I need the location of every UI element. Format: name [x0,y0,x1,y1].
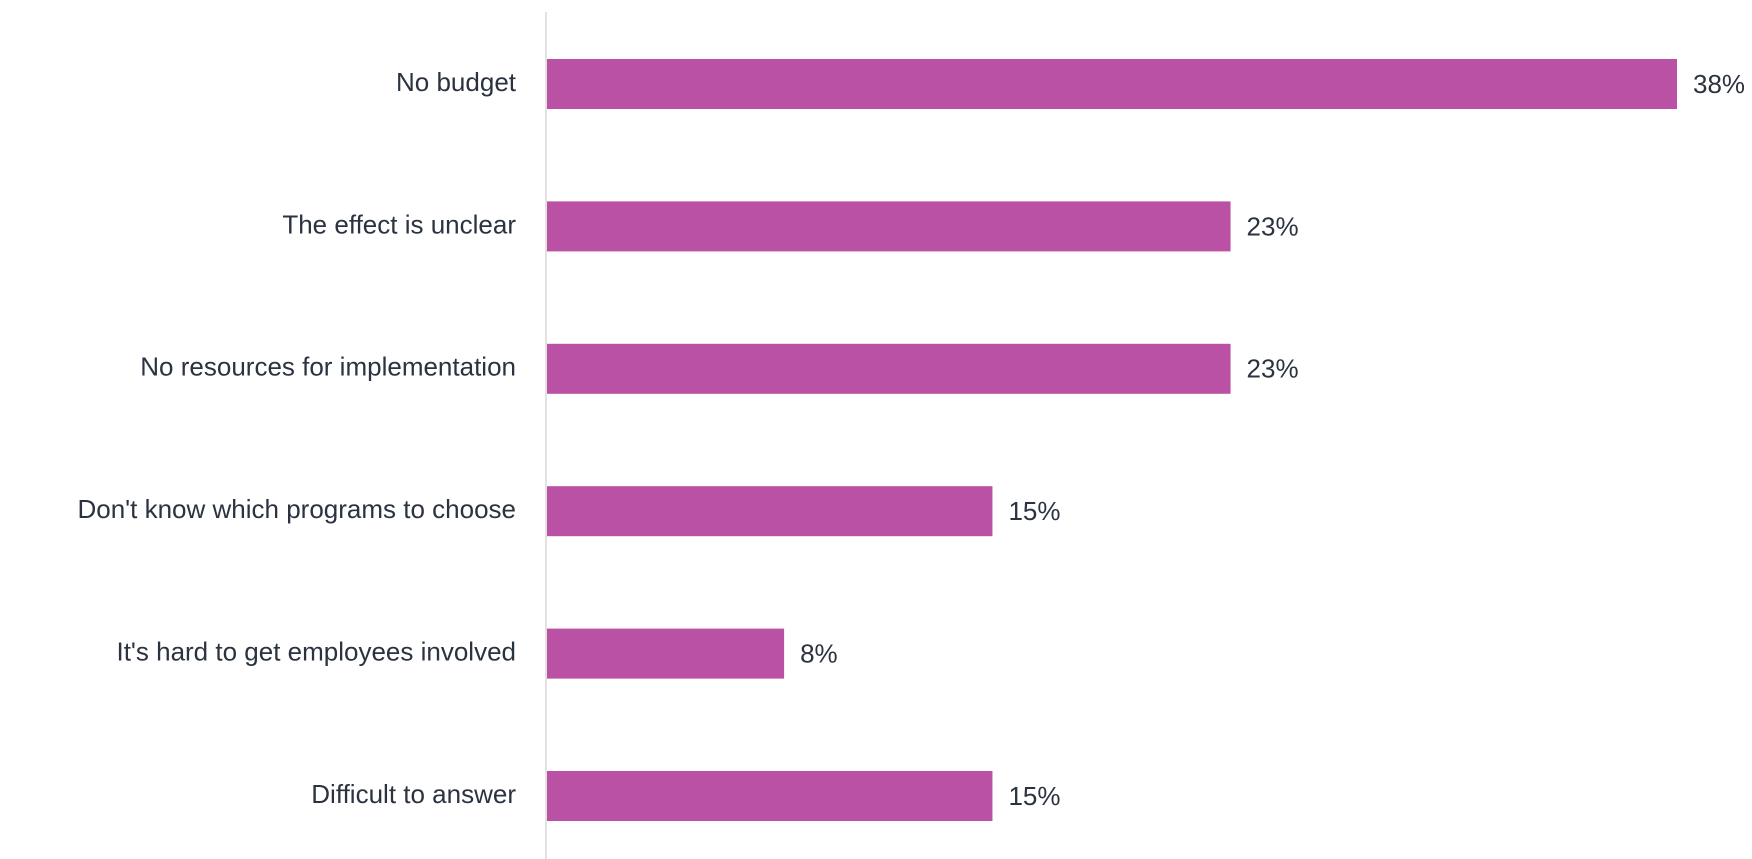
bar [547,628,785,679]
bar [547,343,1231,394]
bars-group [547,59,1677,821]
bar [547,59,1677,109]
value-label: 15% [1008,496,1060,526]
category-labels-group: No budget The effect is unclear No resourc… [77,67,516,809]
bar [547,771,993,821]
value-label: 23% [1247,211,1299,241]
value-label: 38% [1693,69,1745,99]
category-label: Don't know which programs to choose [77,494,516,524]
value-label: 23% [1247,354,1299,384]
bar [547,486,993,537]
value-label: 8% [800,638,838,668]
bar [547,201,1231,252]
category-label: No budget [396,67,517,97]
category-label: The effect is unclear [282,209,516,239]
category-label: Difficult to answer [311,779,516,809]
category-label: No resources for implementation [140,352,516,382]
category-label: It's hard to get employees involved [116,636,516,666]
value-label: 15% [1008,781,1060,811]
value-labels-group: 38% 23% 23% 15% 8% 15% [800,69,1745,811]
